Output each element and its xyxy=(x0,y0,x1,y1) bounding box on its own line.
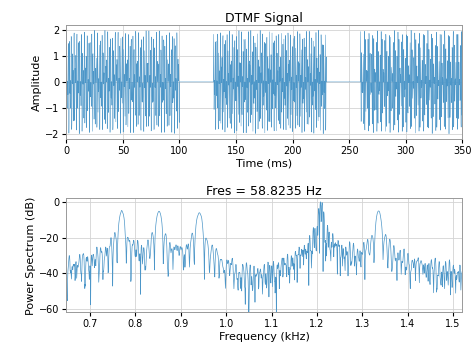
Y-axis label: Power Spectrum (dB): Power Spectrum (dB) xyxy=(26,196,36,315)
Title: DTMF Signal: DTMF Signal xyxy=(225,12,303,25)
Y-axis label: Amplitude: Amplitude xyxy=(32,53,42,110)
Title: Fres = 58.8235 Hz: Fres = 58.8235 Hz xyxy=(207,185,322,198)
X-axis label: Time (ms): Time (ms) xyxy=(236,159,292,169)
X-axis label: Frequency (kHz): Frequency (kHz) xyxy=(219,332,310,342)
